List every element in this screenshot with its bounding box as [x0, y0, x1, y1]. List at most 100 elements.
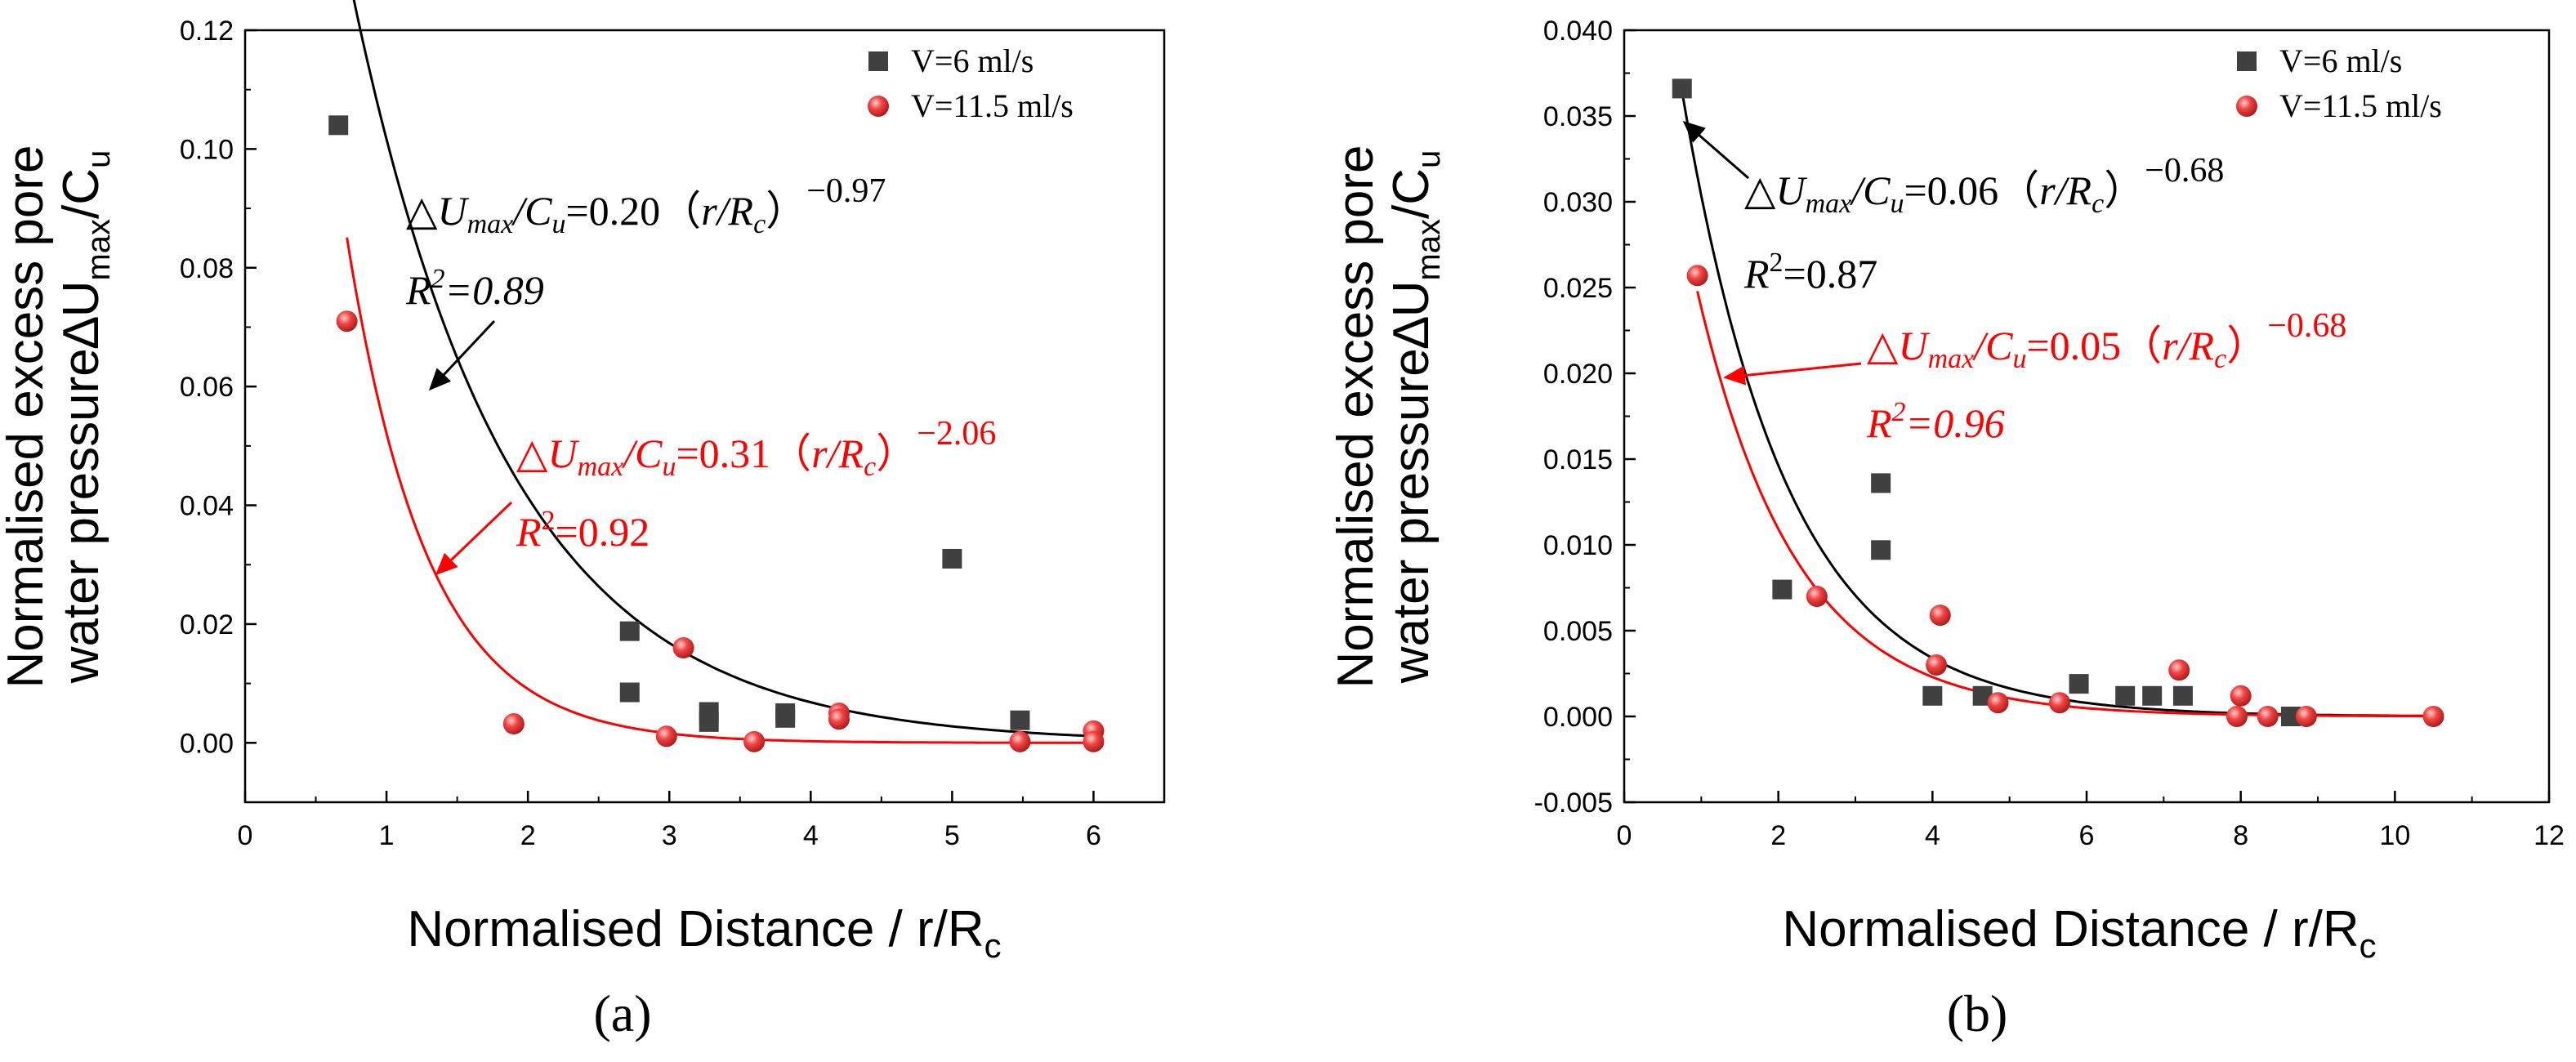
y-tick-label: 0.10 — [180, 134, 234, 165]
legend-label: V=11.5 ml/s — [2279, 87, 2442, 124]
data-point-square — [942, 548, 962, 569]
data-point-circle — [2295, 706, 2317, 727]
x-tick-label: 6 — [1086, 820, 1101, 851]
data-point-square — [2172, 685, 2193, 706]
data-point-square — [699, 712, 719, 732]
x-tick-label: 1 — [379, 820, 395, 851]
x-axis-label: Normalised Distance / r/Rc — [407, 901, 1001, 965]
data-point-square — [1871, 473, 1891, 493]
data-point-square — [619, 682, 640, 703]
annotation-arrow — [435, 501, 513, 576]
y-tick-label: 0.04 — [180, 491, 234, 522]
y-tick-label: 0.020 — [1543, 359, 1613, 390]
data-point-circle — [1926, 654, 1948, 676]
data-point-circle — [743, 730, 766, 752]
y-axis-label-line1: Normalised excess pore — [1328, 145, 1384, 688]
annotation-arrow — [428, 319, 496, 391]
data-point-square — [328, 115, 349, 136]
x-tick-label: 2 — [1770, 820, 1786, 851]
fit-equation: △Umax/Cu=0.05（r/Rc）−0.68 — [1867, 307, 2346, 374]
y-tick-label: -0.005 — [1534, 788, 1613, 819]
data-point-circle — [2168, 659, 2190, 681]
y-tick-label: 0.025 — [1543, 273, 1613, 304]
chart-panel-b: 0 2 4 6 8 10 12 -0.005 0.000 0.005 0.010 0.015 0.020… — [1328, 16, 2565, 1042]
data-point-circle — [336, 310, 358, 332]
data-point-circle — [2257, 706, 2279, 727]
data-point-square — [775, 707, 796, 728]
y-axis-label-line2: water pressure∆Umax/Cu — [53, 150, 117, 685]
y-tick-label: 0.02 — [180, 609, 234, 640]
y-tick-label: 0.000 — [1543, 702, 1613, 733]
x-tick-label: 0 — [238, 820, 253, 851]
legend-marker-circle — [2236, 96, 2257, 117]
data-point-circle — [2226, 706, 2248, 727]
legend-label: V=6 ml/s — [911, 42, 1034, 79]
fit-curve-red — [346, 237, 1094, 744]
x-tick-label: 5 — [944, 820, 960, 851]
r-squared-label: R2=0.96 — [1866, 397, 2005, 446]
data-point-square — [2115, 685, 2136, 706]
annotation-arrow — [1682, 121, 1749, 180]
data-point-circle — [1929, 605, 1951, 627]
legend-label: V=6 ml/s — [2279, 42, 2402, 79]
data-point-circle — [672, 637, 694, 658]
data-point-circle — [1083, 730, 1105, 752]
panel-label: (a) — [593, 984, 651, 1042]
y-tick-label: 0.06 — [180, 372, 234, 403]
data-point-circle — [1009, 730, 1031, 752]
x-tick-label: 3 — [662, 820, 677, 851]
data-point-circle — [2048, 692, 2070, 714]
data-point-circle — [502, 713, 525, 735]
y-axis-label-line2: water pressure∆Umax/Cu — [1383, 150, 1447, 685]
x-tick-label: 0 — [1617, 820, 1632, 851]
x-tick-label: 10 — [2379, 820, 2410, 851]
legend-marker-square — [868, 51, 888, 71]
y-tick-label: 0.015 — [1543, 444, 1613, 475]
annotation-arrow — [1723, 362, 1862, 386]
y-tick-label: 0.005 — [1543, 616, 1613, 647]
y-tick-label: 0.010 — [1543, 530, 1613, 561]
x-axis-label: Normalised Distance / r/Rc — [1782, 901, 2376, 965]
data-point-square — [619, 621, 640, 641]
data-point-circle — [655, 725, 677, 747]
data-point-square — [1772, 579, 1792, 600]
y-tick-label: 0.030 — [1543, 187, 1613, 218]
r-squared-label: R2=0.92 — [516, 506, 650, 555]
r-squared-label: R2=0.87 — [1743, 248, 1877, 297]
x-tick-label: 4 — [803, 820, 819, 851]
data-point-square — [2142, 685, 2163, 706]
x-tick-label: 6 — [2079, 820, 2095, 851]
y-tick-label: 0.035 — [1543, 101, 1613, 132]
data-point-circle — [2230, 685, 2252, 707]
data-point-square — [1922, 685, 1943, 706]
data-point-square — [1871, 540, 1891, 560]
y-tick-label: 0.12 — [180, 16, 234, 47]
data-point-circle — [1987, 692, 2009, 714]
fit-equation: △Umax/Cu=0.06（r/Rc）−0.68 — [1744, 152, 2224, 219]
x-tick-label: 8 — [2233, 820, 2248, 851]
data-point-square — [1010, 710, 1030, 730]
y-axis-label-line1: Normalised excess pore — [0, 145, 54, 688]
fit-curve-black — [352, 0, 1094, 738]
y-tick-label: 0.00 — [180, 728, 234, 759]
plot-frame — [243, 29, 1166, 804]
chart-panel-a: 0 1 2 3 4 5 6 0.00 0.02 0.04 0.06 0.08 0.10 0.12 V=6 m… — [0, 0, 1166, 1042]
legend-marker-circle — [868, 96, 889, 117]
y-tick-label: 0.08 — [180, 253, 234, 284]
data-point-circle — [828, 708, 850, 730]
fit-equation: △Umax/Cu=0.31（r/Rc）−2.06 — [516, 415, 996, 482]
x-tick-label: 4 — [1925, 820, 1940, 851]
data-point-circle — [2422, 706, 2444, 727]
fit-equation: △Umax/Cu=0.20（r/Rc）−0.97 — [406, 172, 886, 239]
panel-label: (b) — [1947, 984, 2008, 1042]
y-tick-label: 0.040 — [1543, 16, 1613, 47]
data-point-circle — [1686, 265, 1708, 287]
data-point-square — [1672, 78, 1692, 99]
x-tick-label: 12 — [2534, 820, 2565, 851]
legend-label: V=11.5 ml/s — [911, 87, 1074, 124]
legend-marker-square — [2237, 51, 2257, 71]
data-point-circle — [1806, 586, 1828, 607]
r-squared-label: R2=0.89 — [405, 264, 544, 313]
data-point-square — [2069, 674, 2089, 694]
